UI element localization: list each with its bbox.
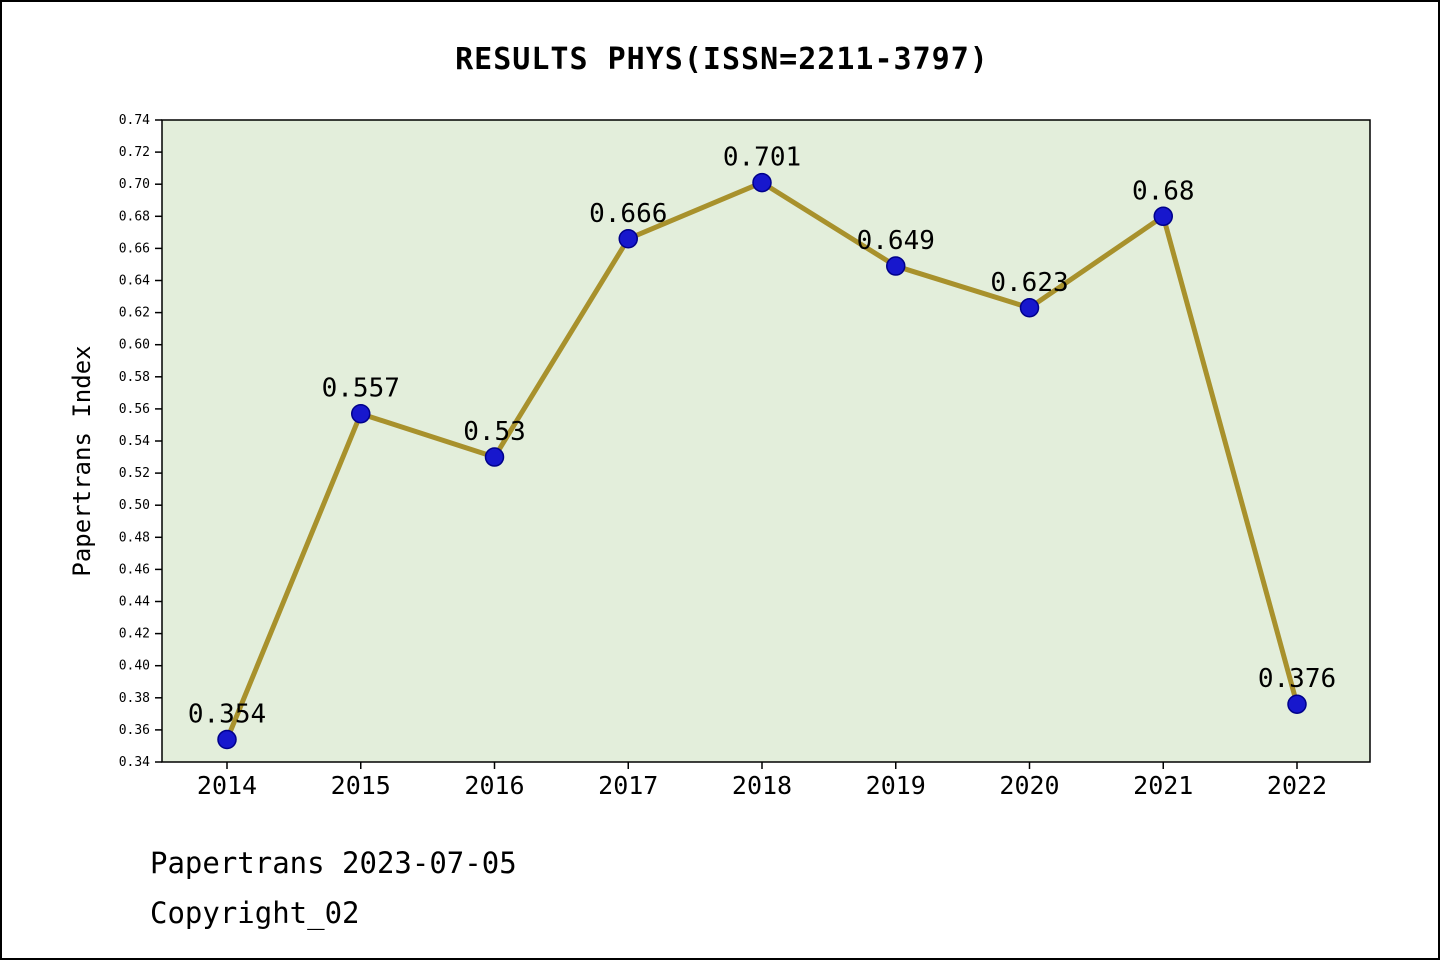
data-point [1287, 694, 1307, 714]
y-tick-label: 0.54 [119, 434, 150, 449]
footer-copyright-line: Copyright_02 [150, 896, 360, 930]
y-tick-label: 0.60 [119, 338, 150, 353]
y-tick-label: 0.44 [119, 595, 150, 610]
y-tick-label: 0.46 [119, 562, 150, 577]
y-tick-label: 0.72 [119, 145, 150, 160]
data-point [1153, 206, 1173, 227]
x-tick-label: 2016 [464, 771, 524, 800]
data-point-label: 0.354 [188, 700, 266, 730]
y-tick-label: 0.68 [119, 209, 150, 224]
chart-canvas: 0.34 0.36 0.38 0.40 0.42 0.44 0.46 0.48 0.50 0.52… [119, 113, 1371, 800]
footer-date-line: Papertrans 2023-07-05 [150, 846, 517, 880]
y-tick-label: 0.52 [119, 466, 150, 481]
data-point [752, 172, 772, 193]
x-tick-label: 2019 [866, 771, 926, 800]
y-tick-label: 0.38 [119, 691, 150, 706]
data-point-label: 0.53 [463, 417, 526, 447]
data-point [351, 403, 371, 424]
x-tick-label: 2017 [598, 771, 658, 800]
data-point [618, 229, 638, 249]
y-tick-label: 0.48 [119, 530, 150, 545]
data-point-label: 0.557 [322, 374, 400, 404]
data-point-label: 0.623 [990, 268, 1068, 298]
y-tick-label: 0.42 [119, 627, 150, 642]
x-tick-label: 2014 [197, 771, 257, 800]
y-tick-label: 0.50 [119, 498, 150, 513]
y-tick-label: 0.34 [119, 755, 150, 770]
data-point [217, 729, 237, 750]
data-point-label: 0.701 [723, 143, 801, 173]
y-tick-label: 0.40 [119, 659, 150, 674]
data-point [1019, 298, 1040, 318]
data-point-label: 0.68 [1132, 176, 1195, 206]
y-tick-label: 0.66 [119, 241, 150, 256]
data-point-label: 0.649 [857, 226, 935, 256]
y-tick-label: 0.64 [119, 274, 150, 289]
y-tick-label: 0.36 [119, 723, 150, 738]
y-tick-label: 0.58 [119, 370, 150, 385]
y-tick-label: 0.62 [119, 306, 150, 321]
x-tick-label: 2020 [999, 771, 1059, 800]
data-point [484, 447, 505, 467]
chart-title: RESULTS PHYS(ISSN=2211-3797) [455, 42, 989, 77]
y-tick-label: 0.70 [119, 177, 150, 192]
x-tick-label: 2021 [1133, 771, 1193, 800]
data-point-label: 0.666 [589, 199, 667, 229]
data-point-label: 0.376 [1258, 664, 1336, 694]
y-tick-label: 0.74 [119, 113, 150, 128]
y-tick-label: 0.56 [119, 402, 150, 417]
x-tick-label: 2015 [331, 771, 391, 800]
plot-area [161, 119, 1371, 763]
x-tick-label: 2018 [732, 771, 792, 800]
x-tick-label: 2022 [1267, 771, 1327, 800]
data-point [886, 256, 906, 276]
footer: Papertrans 2023-07-05 Copyright_02 [150, 838, 517, 938]
